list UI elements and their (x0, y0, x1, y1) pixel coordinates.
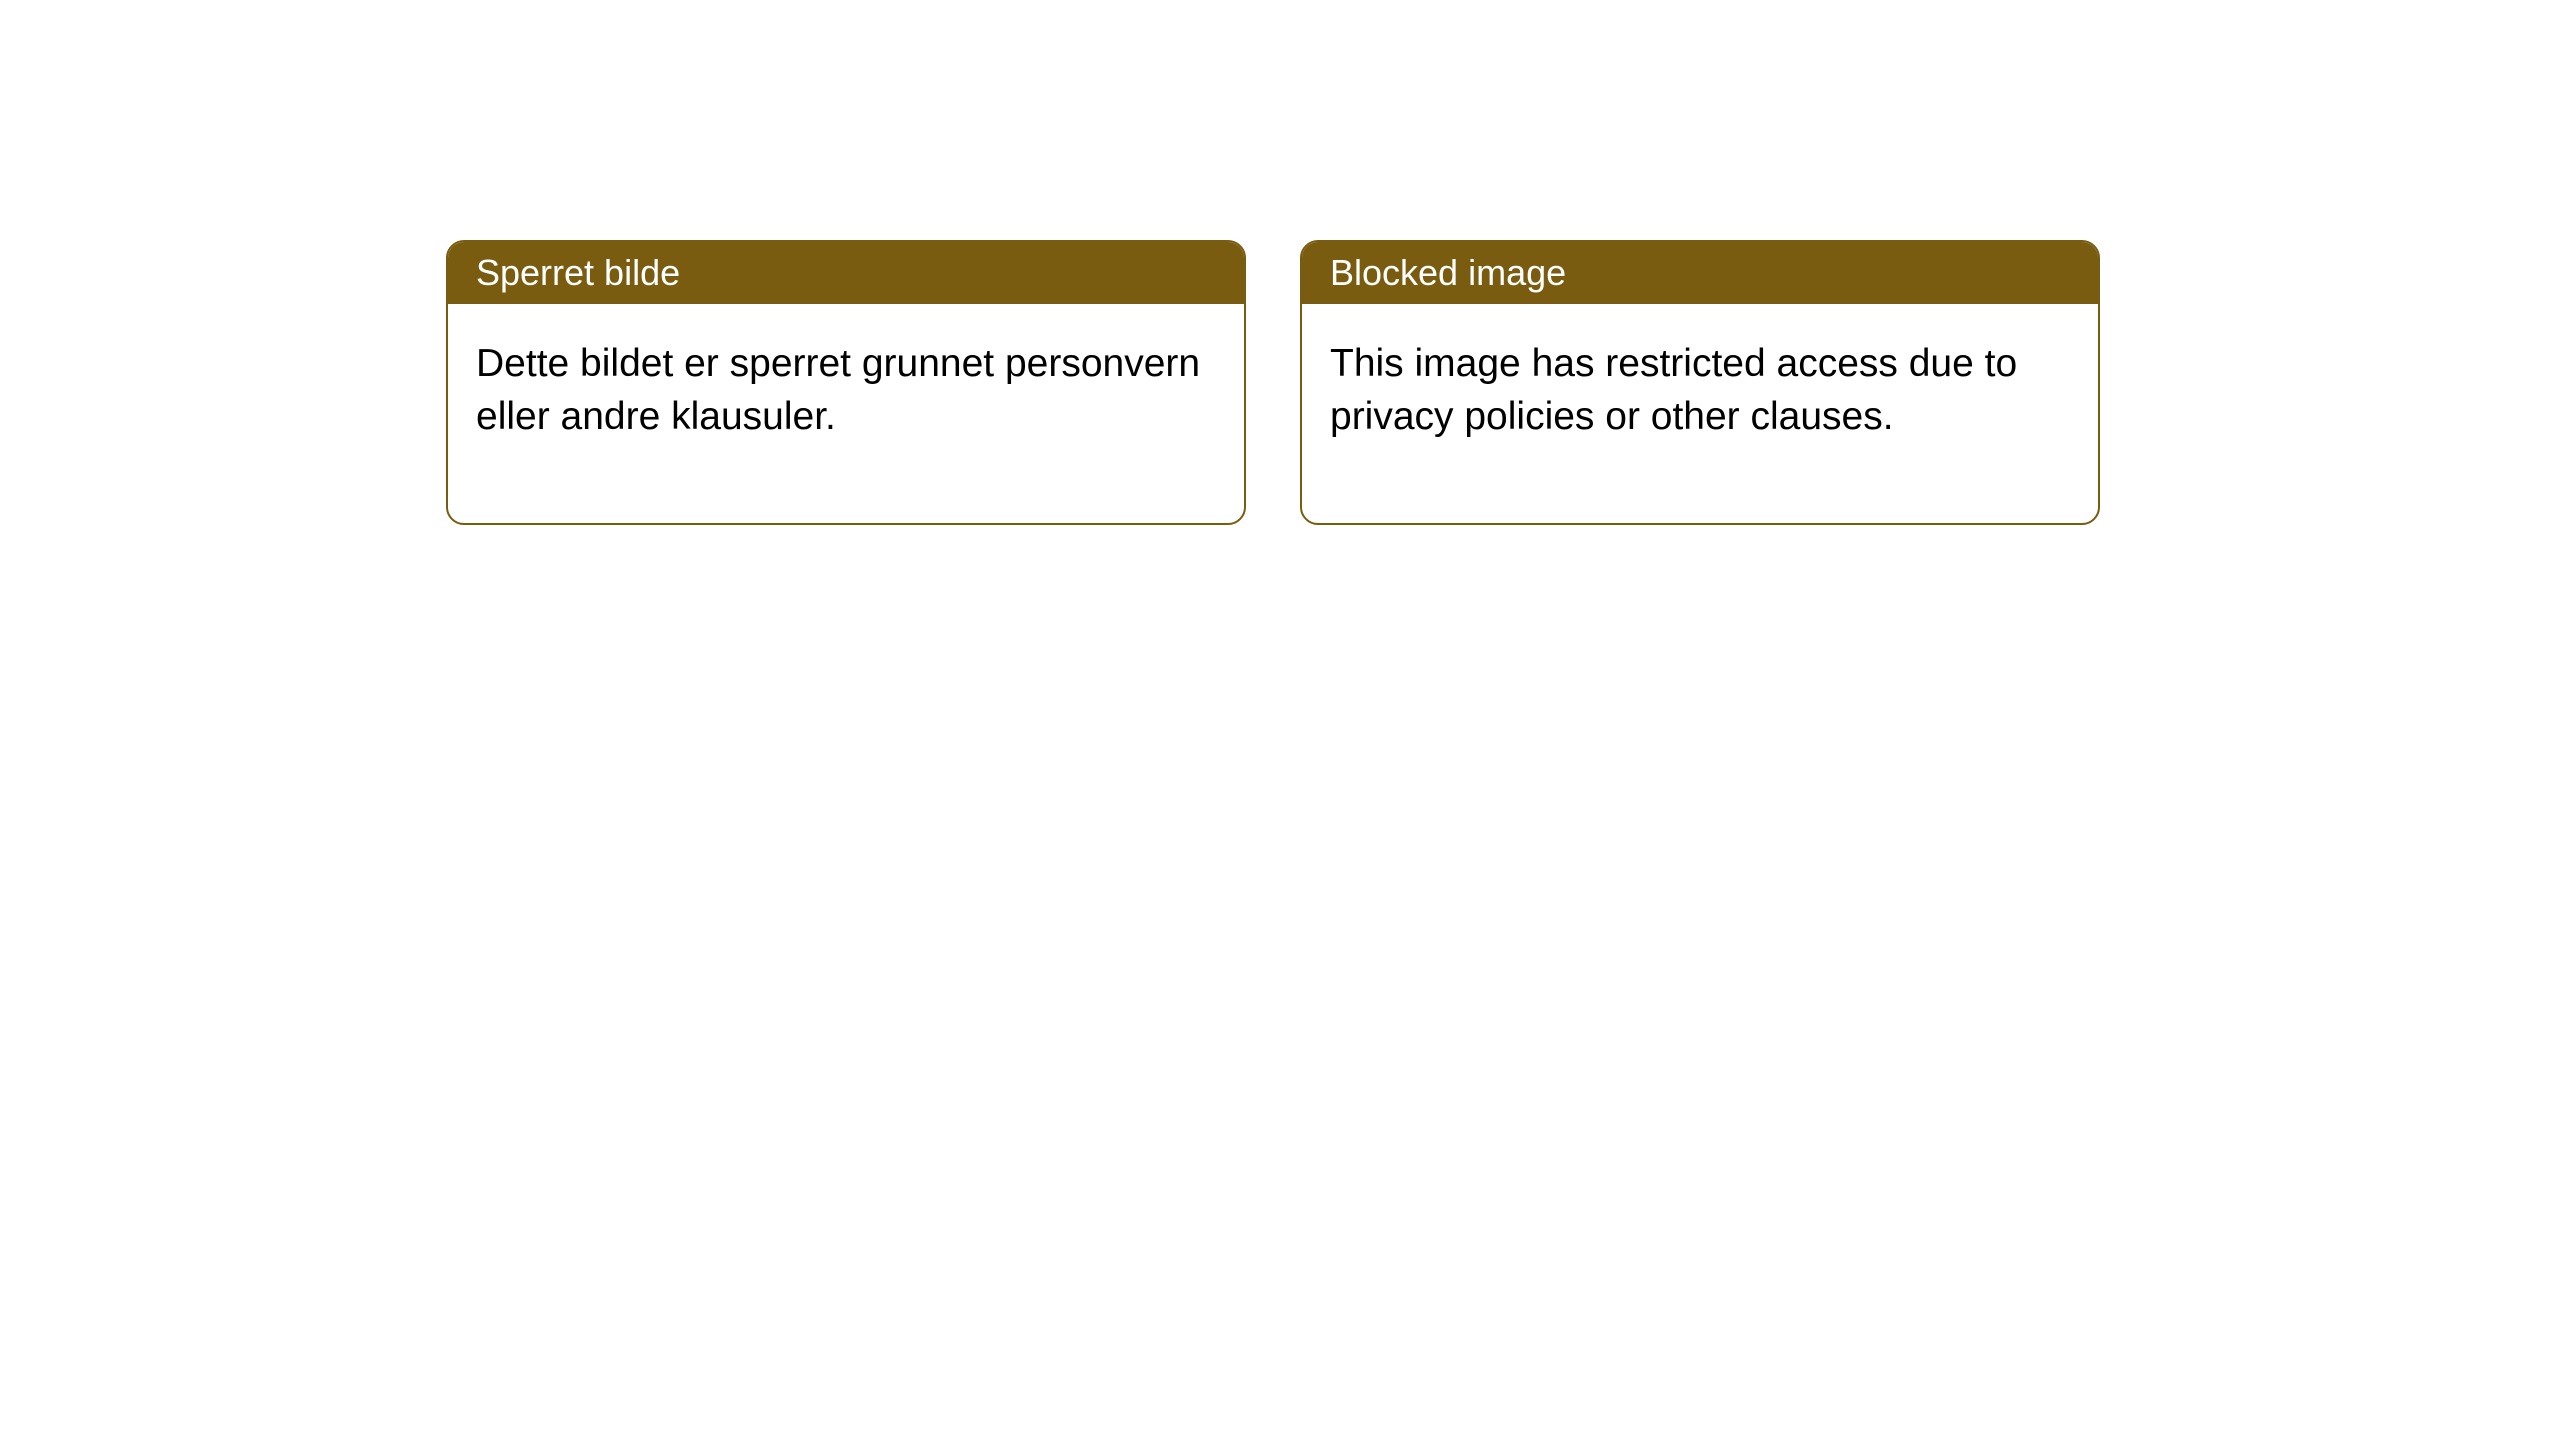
card-body: Dette bildet er sperret grunnet personve… (448, 304, 1244, 523)
card-body-text: Dette bildet er sperret grunnet personve… (476, 342, 1200, 438)
notice-card-english: Blocked image This image has restricted … (1300, 240, 2100, 525)
card-header: Sperret bilde (448, 242, 1244, 304)
card-title: Blocked image (1330, 252, 1566, 293)
card-body: This image has restricted access due to … (1302, 304, 2098, 523)
card-header: Blocked image (1302, 242, 2098, 304)
notice-card-norwegian: Sperret bilde Dette bildet er sperret gr… (446, 240, 1246, 525)
notice-card-container: Sperret bilde Dette bildet er sperret gr… (0, 0, 2560, 525)
card-title: Sperret bilde (476, 252, 680, 293)
card-body-text: This image has restricted access due to … (1330, 342, 2017, 438)
